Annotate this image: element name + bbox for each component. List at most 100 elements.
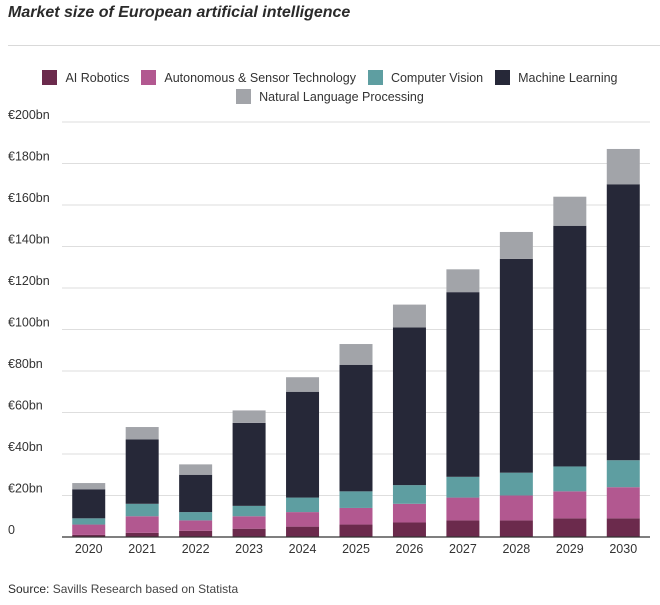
source-note: Source: Savills Research based on Statis…	[8, 582, 238, 596]
bar-segment-natural-language-processing	[392, 304, 426, 328]
bar-segment-ai-robotics	[339, 524, 373, 537]
bar-segment-autonomous-sensor-technology	[606, 487, 640, 519]
bar-segment-computer-vision	[446, 476, 480, 498]
chart-legend: AI Robotics Autonomous & Sensor Technolo…	[0, 70, 660, 108]
legend-item-ai-robotics: AI Robotics	[42, 70, 129, 85]
bar-segment-natural-language-processing	[179, 464, 213, 475]
legend-label-computer-vision: Computer Vision	[390, 70, 484, 85]
legend-item-computer-vision: Computer Vision	[367, 70, 484, 85]
bar-segment-machine-learning	[606, 184, 640, 461]
legend-swatch-ai-robotics	[42, 70, 58, 85]
legend-swatch-machine-learning	[495, 70, 511, 85]
bar-segment-autonomous-sensor-technology	[446, 497, 480, 521]
bar-segment-natural-language-processing	[553, 196, 587, 226]
y-tick-label: €140bn	[8, 233, 50, 247]
bar-segment-computer-vision	[72, 518, 106, 525]
bar-segment-ai-robotics	[232, 528, 266, 537]
bar-segment-machine-learning	[446, 292, 480, 477]
bar-segment-autonomous-sensor-technology	[179, 520, 213, 531]
legend-label-autonomous-sensor: Autonomous & Sensor Technology	[164, 70, 356, 85]
bar-segment-ai-robotics	[72, 534, 106, 537]
y-tick-label: €40bn	[8, 440, 43, 454]
bar-segment-autonomous-sensor-technology	[125, 516, 159, 533]
legend-swatch-nlp	[236, 89, 252, 104]
legend-row-1: AI Robotics Autonomous & Sensor Technolo…	[0, 70, 660, 85]
legend-item-autonomous-sensor: Autonomous & Sensor Technology	[141, 70, 356, 85]
y-tick-label: €60bn	[8, 399, 43, 413]
bar-segment-machine-learning	[125, 439, 159, 504]
bar-segment-computer-vision	[179, 512, 213, 521]
x-tick-label: 2025	[342, 542, 370, 556]
x-tick-label: 2020	[75, 542, 103, 556]
bar-segment-ai-robotics	[179, 530, 213, 537]
x-tick-label: 2029	[556, 542, 584, 556]
bar-segment-computer-vision	[232, 505, 266, 517]
y-tick-label: €20bn	[8, 482, 43, 496]
bar-segment-ai-robotics	[286, 526, 320, 537]
bar-segment-machine-learning	[286, 391, 320, 498]
bar-segment-machine-learning	[179, 474, 213, 513]
bar-segment-computer-vision	[606, 460, 640, 488]
x-tick-label: 2030	[609, 542, 637, 556]
legend-label-nlp: Natural Language Processing	[259, 89, 424, 104]
bar-segment-autonomous-sensor-technology	[553, 491, 587, 519]
bar-segment-natural-language-processing	[339, 344, 373, 365]
chart-title: Market size of European artificial intel…	[8, 4, 351, 21]
source-label: Source:	[8, 582, 50, 596]
bar-segment-ai-robotics	[499, 520, 533, 537]
bar-segment-autonomous-sensor-technology	[499, 495, 533, 521]
bar-segment-natural-language-processing	[606, 148, 640, 185]
title-divider	[8, 45, 660, 46]
bar-segment-computer-vision	[125, 503, 159, 517]
bar-segment-machine-learning	[72, 489, 106, 519]
bar-segment-ai-robotics	[553, 518, 587, 537]
bar-segment-autonomous-sensor-technology	[232, 516, 266, 529]
bar-segment-ai-robotics	[446, 520, 480, 537]
bar-segment-natural-language-processing	[232, 410, 266, 423]
x-tick-label: 2028	[502, 542, 530, 556]
x-tick-label: 2021	[128, 542, 156, 556]
bar-segment-computer-vision	[339, 491, 373, 508]
bar-segment-ai-robotics	[392, 522, 426, 537]
legend-row-2: Natural Language Processing	[0, 89, 660, 104]
legend-label-ai-robotics: AI Robotics	[65, 70, 130, 85]
x-tick-label: 2022	[182, 542, 210, 556]
bar-segment-autonomous-sensor-technology	[339, 507, 373, 525]
bar-segment-natural-language-processing	[286, 377, 320, 392]
y-tick-label: €160bn	[8, 191, 50, 205]
y-tick-label: €80bn	[8, 357, 43, 371]
bar-segment-computer-vision	[553, 466, 587, 492]
bar-segment-machine-learning	[232, 422, 266, 506]
y-tick-label: €100bn	[8, 316, 50, 330]
y-tick-label: €200bn	[8, 108, 50, 122]
x-tick-label: 2027	[449, 542, 477, 556]
bar-segment-natural-language-processing	[72, 483, 106, 490]
x-tick-label: 2024	[289, 542, 317, 556]
x-tick-label: 2023	[235, 542, 263, 556]
y-tick-label: €120bn	[8, 274, 50, 288]
legend-item-machine-learning: Machine Learning	[495, 70, 618, 85]
y-tick-label: 0	[8, 523, 15, 537]
bar-segment-ai-robotics	[606, 518, 640, 537]
legend-item-nlp: Natural Language Processing	[236, 89, 424, 104]
bar-segment-natural-language-processing	[125, 427, 159, 440]
legend-label-machine-learning: Machine Learning	[518, 70, 618, 85]
bar-segment-autonomous-sensor-technology	[72, 524, 106, 535]
legend-swatch-computer-vision	[367, 70, 383, 85]
source-text: Savills Research based on Statista	[52, 582, 239, 596]
x-tick-label: 2026	[396, 542, 424, 556]
bar-segment-computer-vision	[499, 472, 533, 496]
bar-segment-autonomous-sensor-technology	[286, 512, 320, 527]
bar-segment-autonomous-sensor-technology	[392, 503, 426, 523]
bar-segment-natural-language-processing	[446, 269, 480, 293]
y-tick-label: €180bn	[8, 150, 50, 164]
bar-segment-computer-vision	[286, 497, 320, 513]
bar-segment-ai-robotics	[125, 532, 159, 537]
bar-segment-machine-learning	[553, 225, 587, 467]
bar-segment-natural-language-processing	[499, 231, 533, 259]
bar-segment-computer-vision	[392, 485, 426, 504]
bar-segment-machine-learning	[392, 327, 426, 486]
bar-segment-machine-learning	[339, 364, 373, 492]
legend-swatch-autonomous-sensor	[141, 70, 157, 85]
